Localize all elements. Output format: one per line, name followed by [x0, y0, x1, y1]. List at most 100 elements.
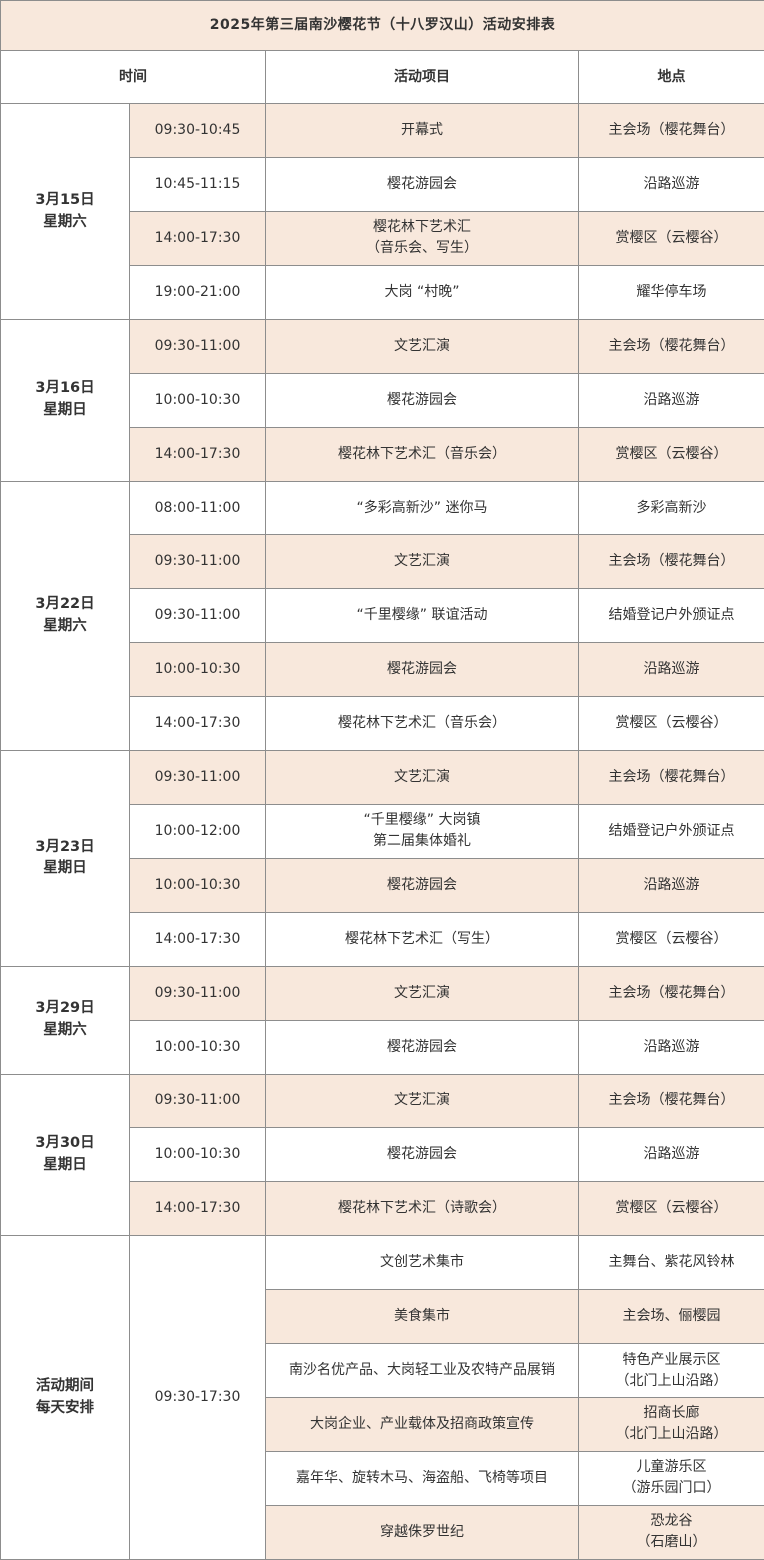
- location-cell: 主会场（樱花舞台）: [577, 965, 764, 1021]
- location-cell: 儿童游乐区 （游乐园门口）: [577, 1450, 764, 1506]
- activity-cell: 樱花游园会: [265, 1019, 579, 1075]
- activity-cell: 南沙名优产品、大岗轻工业及农特产品展销: [265, 1343, 579, 1398]
- location-cell: 主会场（樱花舞台）: [577, 534, 764, 590]
- activity-cell: 樱花游园会: [265, 857, 579, 913]
- header-activity: 活动项目: [265, 50, 579, 105]
- time-cell: 10:00-12:00: [129, 804, 266, 859]
- time-cell: 10:45-11:15: [129, 157, 266, 213]
- activity-cell: 樱花游园会: [265, 1127, 579, 1183]
- time-cell: 09:30-11:00: [129, 318, 266, 374]
- table-row: 09:30-11:00 文艺汇演 主会场（樱花舞台）: [1, 534, 764, 590]
- table-row: 3月23日 星期日 09:30-11:00 文艺汇演 主会场（樱花舞台）: [0, 750, 764, 967]
- location-cell: 主会场、俪樱园: [577, 1289, 764, 1345]
- location-cell: 赏樱区（云樱谷）: [577, 911, 764, 967]
- location-cell: 多彩高新沙: [577, 480, 764, 536]
- activity-cell: 大岗 “村晚”: [265, 264, 579, 320]
- header-location: 地点: [577, 50, 764, 105]
- time-cell: 14:00-17:30: [129, 426, 266, 482]
- date-cell: 3月16日 星期日: [0, 318, 130, 482]
- table-row: 3月29日 星期六 09:30-11:00 文艺汇演 主会场（樱花舞台）: [0, 965, 764, 1075]
- date-cell: 3月29日 星期六: [0, 965, 130, 1075]
- location-cell: 耀华停车场: [577, 264, 764, 320]
- table-row: 14:00-17:30 樱花林下艺术汇 （音乐会、写生） 赏樱区（云樱谷）: [1, 211, 764, 266]
- activity-cell: 文艺汇演: [265, 534, 579, 590]
- location-cell: 结婚登记户外颁证点: [577, 588, 764, 644]
- location-cell: 恐龙谷 （石磨山）: [577, 1504, 764, 1560]
- activity-cell: 开幕式: [265, 103, 579, 159]
- time-cell: 14:00-17:30: [129, 1181, 266, 1237]
- activity-cell: 樱花林下艺术汇（写生）: [265, 911, 579, 967]
- time-cell: 09:30-11:00: [129, 534, 266, 590]
- activity-cell: “千里樱缘” 联谊活动: [265, 588, 579, 644]
- table-row: 3月15日 星期六 09:30-10:45 开幕式 主会场（樱花舞台）: [0, 103, 764, 320]
- table-row: 14:00-17:30 樱花林下艺术汇（音乐会） 赏樱区（云樱谷）: [1, 426, 764, 482]
- location-cell: 沿路巡游: [577, 857, 764, 913]
- table-row: 美食集市 主会场、俪樱园: [1, 1289, 764, 1345]
- table-row: 3月22日 星期六 08:00-11:00 “多彩高新沙” 迷你马 多彩高新沙: [0, 480, 764, 752]
- time-cell: 19:00-21:00: [129, 264, 266, 320]
- location-cell: 赏樱区（云樱谷）: [577, 211, 764, 266]
- date-cell: 3月22日 星期六: [0, 480, 130, 752]
- table-row: 大岗企业、产业载体及招商政策宣传 招商长廊 （北门上山沿路）: [1, 1396, 764, 1452]
- table-row: 10:00-10:30 樱花游园会 沿路巡游: [1, 1019, 764, 1075]
- time-cell: 10:00-10:30: [129, 1019, 266, 1075]
- table-row: 10:00-10:30 樱花游园会 沿路巡游: [1, 1127, 764, 1183]
- time-cell: 09:30-11:00: [129, 1073, 266, 1129]
- table-row: 3月30日 星期日 09:30-11:00 文艺汇演 主会场（樱花舞台）: [0, 1073, 764, 1237]
- activity-cell: “千里樱缘” 大岗镇 第二届集体婚礼: [265, 804, 579, 859]
- time-cell: 10:00-10:30: [129, 642, 266, 698]
- location-cell: 主会场（樱花舞台）: [577, 750, 764, 805]
- table-row: 活动期间 每天安排 09:30-17:30 文创艺术集市 主舞台、紫花风铃林: [0, 1235, 764, 1560]
- title-row: 2025年第三届南沙樱花节（十八罗汉山）活动安排表: [0, 0, 764, 52]
- location-cell: 主会场（樱花舞台）: [577, 1073, 764, 1129]
- time-cell: 14:00-17:30: [129, 211, 266, 266]
- date-cell: 3月30日 星期日: [0, 1073, 130, 1237]
- activity-cell: 穿越侏罗世纪: [265, 1504, 579, 1560]
- header-row: 时间 活动项目 地点: [0, 50, 764, 105]
- daily-time-cell: 09:30-17:30: [129, 1235, 266, 1560]
- date-cell: 3月15日 星期六: [0, 103, 130, 320]
- activity-cell: 文艺汇演: [265, 1073, 579, 1129]
- activity-cell: 樱花林下艺术汇（音乐会）: [265, 696, 579, 752]
- location-cell: 主会场（樱花舞台）: [577, 318, 764, 374]
- activity-cell: “多彩高新沙” 迷你马: [265, 480, 579, 536]
- location-cell: 赏樱区（云樱谷）: [577, 426, 764, 482]
- time-cell: 09:30-10:45: [129, 103, 266, 159]
- time-cell: 14:00-17:30: [129, 696, 266, 752]
- location-cell: 主会场（樱花舞台）: [577, 103, 764, 159]
- location-cell: 特色产业展示区 （北门上山沿路）: [577, 1343, 764, 1398]
- table-row: 10:00-12:00 “千里樱缘” 大岗镇 第二届集体婚礼 结婚登记户外颁证点: [1, 804, 764, 859]
- time-cell: 14:00-17:30: [129, 911, 266, 967]
- activity-cell: 文艺汇演: [265, 318, 579, 374]
- location-cell: 沿路巡游: [577, 642, 764, 698]
- table-row: 14:00-17:30 樱花林下艺术汇（写生） 赏樱区（云樱谷）: [1, 911, 764, 967]
- activity-cell: 文艺汇演: [265, 750, 579, 805]
- location-cell: 招商长廊 （北门上山沿路）: [577, 1396, 764, 1452]
- activity-cell: 樱花林下艺术汇（诗歌会）: [265, 1181, 579, 1237]
- location-cell: 主舞台、紫花风铃林: [577, 1235, 764, 1291]
- table-row: 穿越侏罗世纪 恐龙谷 （石磨山）: [1, 1504, 764, 1560]
- location-cell: 结婚登记户外颁证点: [577, 804, 764, 859]
- activity-cell: 美食集市: [265, 1289, 579, 1345]
- table-row: 10:00-10:30 樱花游园会 沿路巡游: [1, 857, 764, 913]
- location-cell: 沿路巡游: [577, 1127, 764, 1183]
- activity-cell: 文艺汇演: [265, 965, 579, 1021]
- time-cell: 10:00-10:30: [129, 372, 266, 428]
- table-row: 3月16日 星期日 09:30-11:00 文艺汇演 主会场（樱花舞台）: [0, 318, 764, 482]
- location-cell: 沿路巡游: [577, 1019, 764, 1075]
- page-title: 2025年第三届南沙樱花节（十八罗汉山）活动安排表: [0, 0, 764, 52]
- activity-cell: 樱花游园会: [265, 642, 579, 698]
- location-cell: 赏樱区（云樱谷）: [577, 696, 764, 752]
- date-cell: 3月23日 星期日: [0, 750, 130, 967]
- location-cell: 沿路巡游: [577, 157, 764, 213]
- location-cell: 赏樱区（云樱谷）: [577, 1181, 764, 1237]
- time-cell: 10:00-10:30: [129, 1127, 266, 1183]
- table-row: 19:00-21:00 大岗 “村晚” 耀华停车场: [1, 264, 764, 320]
- activity-cell: 樱花游园会: [265, 372, 579, 428]
- date-cell: 活动期间 每天安排: [0, 1235, 130, 1560]
- location-cell: 沿路巡游: [577, 372, 764, 428]
- table-row: 嘉年华、旋转木马、海盗船、飞椅等项目 儿童游乐区 （游乐园门口）: [1, 1450, 764, 1506]
- activity-cell: 樱花游园会: [265, 157, 579, 213]
- table-row: 南沙名优产品、大岗轻工业及农特产品展销 特色产业展示区 （北门上山沿路）: [1, 1343, 764, 1398]
